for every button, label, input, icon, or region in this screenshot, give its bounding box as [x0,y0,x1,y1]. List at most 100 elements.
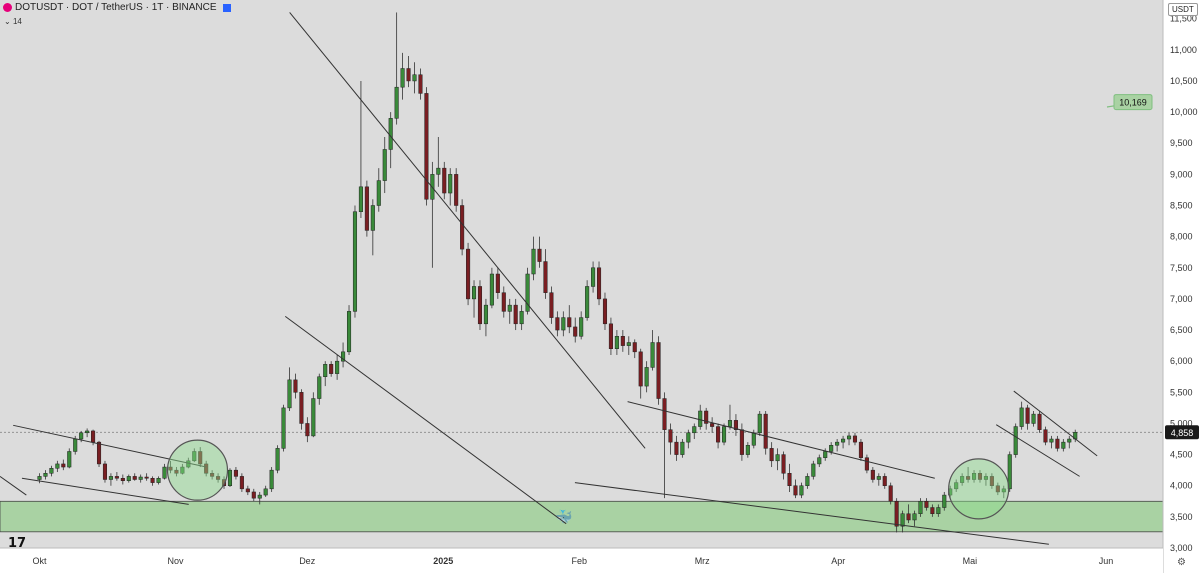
candle-body [733,420,738,430]
candle [692,423,697,440]
y-tick-label: 10,000 [1170,107,1198,117]
candle-body [876,476,881,480]
candle-body [489,273,494,306]
indicator-row[interactable]: ⌄ 14 [4,17,22,26]
candle-body [966,476,971,480]
y-tick-label: 4,000 [1170,481,1193,491]
candle-body [727,420,733,427]
candle [120,474,125,485]
candle-body [656,342,661,399]
candle-body [858,441,863,458]
candle [192,448,197,463]
candle-body [745,445,750,455]
x-tick-label: Okt [32,556,47,566]
whale-icon: 🐳 [555,509,572,525]
candle-body [192,451,197,462]
candle-body [573,326,578,337]
candle-body [602,298,608,325]
settings-icon[interactable]: ⚙ [1177,557,1186,568]
candle [1013,423,1018,458]
candle [352,205,358,318]
candle-body [352,211,358,312]
candle [579,311,584,340]
candle-body [579,317,584,337]
candle [817,454,822,468]
x-tick-label: Dez [299,556,316,566]
candle-body [793,485,798,496]
candle-body [692,426,697,434]
candle-body [204,463,209,474]
candle-body [358,186,363,212]
candle-body [85,430,90,434]
candle-body [852,435,858,443]
candle [233,467,238,480]
candle [221,476,227,489]
candle-body [954,482,959,490]
candle-body [1019,407,1024,427]
candle [745,442,750,458]
candle-body [466,248,471,300]
candle [781,451,786,480]
price-axis [1163,0,1200,573]
favorite-icon[interactable] [222,3,231,12]
candle-body [823,451,828,458]
candle [317,373,322,405]
candle [466,242,471,306]
candle [591,261,596,293]
candle [150,476,155,486]
candle-body [525,273,530,312]
candle-body [382,149,387,181]
candle [376,168,381,212]
y-tick-label: 3,500 [1170,512,1193,522]
candle-body [638,351,643,387]
tradingview-logo-icon[interactable]: 17 [8,536,27,551]
candle-body [971,473,977,480]
candle [85,428,90,438]
candle-body [501,292,506,312]
candle-body [251,491,256,499]
candle [251,488,256,502]
y-tick-label: 8,500 [1170,201,1193,211]
candle [257,491,262,505]
candle-body [114,476,119,479]
candle-body [894,501,899,527]
candle-body [1031,413,1036,424]
candle-body [120,478,125,481]
candle-body [198,451,203,465]
candle [239,473,244,492]
candle [358,80,363,218]
candle-body [662,398,667,430]
candle-body [477,286,483,325]
candle-body [888,485,893,502]
candle-body [483,304,488,325]
candle [906,504,911,524]
candle [900,510,905,533]
candle [555,311,560,337]
candle-body [846,435,852,440]
candle [204,460,209,477]
candle [858,439,863,461]
candle [293,373,298,399]
candle [311,392,316,438]
candle [852,432,858,446]
candle [644,361,649,393]
candle-body [210,473,215,477]
candle-body [507,304,512,312]
candle-body [757,413,762,434]
candle-body [561,317,566,331]
trendline [284,315,567,525]
highlight-circle [166,439,229,501]
candle-body [96,441,102,465]
candle-body [513,304,518,325]
candle [96,440,102,468]
candle [43,470,48,480]
candle-body [406,68,411,82]
candle [287,367,292,411]
candle-body [710,423,715,427]
currency-badge[interactable]: USDT [1168,3,1198,16]
y-tick-label: 6,500 [1170,325,1193,335]
candle-body [364,186,369,231]
candle-body [918,501,923,514]
candle-body [460,205,465,250]
